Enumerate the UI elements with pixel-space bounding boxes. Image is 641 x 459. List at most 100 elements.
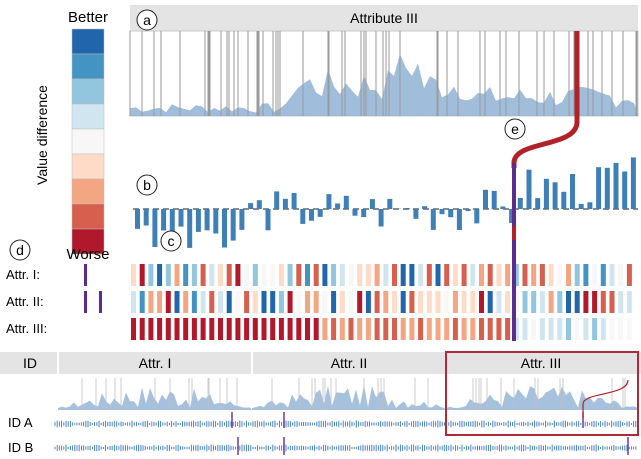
difference-bar bbox=[474, 209, 480, 224]
legend-swatch bbox=[71, 203, 105, 230]
heat-cell bbox=[566, 318, 571, 340]
heat-cell bbox=[157, 264, 163, 286]
heat-cell bbox=[183, 291, 189, 313]
overview-row-id-a[interactable]: ID A bbox=[8, 415, 33, 430]
heat-cell bbox=[626, 291, 632, 313]
heat-cell bbox=[287, 291, 293, 313]
heat-cell bbox=[461, 291, 467, 313]
heat-cell bbox=[278, 264, 284, 286]
heat-cell bbox=[487, 318, 493, 340]
svg-text:d: d bbox=[16, 242, 24, 258]
heat-cell bbox=[618, 264, 624, 286]
heat-cell bbox=[270, 318, 276, 340]
heat-cell bbox=[218, 318, 223, 340]
heat-cell bbox=[461, 318, 467, 340]
heat-cell bbox=[139, 264, 145, 286]
heat-cell bbox=[252, 291, 258, 313]
difference-bar bbox=[622, 171, 628, 209]
overview-column-attr-1[interactable]: Attr. I bbox=[139, 355, 172, 371]
overview-selection-frame[interactable] bbox=[445, 351, 639, 436]
svg-text:b: b bbox=[143, 177, 151, 193]
heat-cell bbox=[218, 291, 223, 313]
heat-cell bbox=[496, 318, 502, 340]
heat-cell bbox=[496, 291, 502, 313]
heat-cell bbox=[531, 291, 537, 313]
heat-cell bbox=[513, 291, 519, 313]
heat-cell bbox=[566, 291, 571, 313]
difference-bar bbox=[456, 209, 462, 230]
heat-cell bbox=[270, 291, 276, 313]
heat-cell bbox=[148, 318, 154, 340]
heat-cell bbox=[444, 318, 450, 340]
heat-cell bbox=[583, 291, 589, 313]
attr-row-label-3: Attr. III: bbox=[6, 321, 47, 336]
heat-cell bbox=[209, 318, 215, 340]
heat-cell bbox=[261, 318, 267, 340]
heat-cell bbox=[435, 318, 441, 340]
legend-swatch bbox=[71, 28, 105, 55]
overview-column-attr-3[interactable]: Attr. III bbox=[521, 355, 561, 371]
svg-text:a: a bbox=[143, 12, 151, 28]
heat-cell bbox=[539, 318, 545, 340]
difference-bar bbox=[213, 209, 219, 234]
heat-cell bbox=[392, 264, 397, 286]
heat-cell bbox=[183, 318, 189, 340]
heat-cell bbox=[148, 264, 154, 286]
heat-cell bbox=[305, 318, 310, 340]
heat-cell bbox=[296, 291, 302, 313]
heat-cell bbox=[392, 291, 397, 313]
difference-bar bbox=[578, 203, 584, 209]
heat-cell bbox=[426, 264, 432, 286]
heat-cell bbox=[131, 318, 136, 340]
difference-bar bbox=[378, 209, 384, 227]
callout-a: a bbox=[136, 9, 158, 31]
overview-panel: ID Attr. I Attr. II Attr. III ID A ID B bbox=[0, 351, 641, 455]
heat-cell bbox=[235, 264, 241, 286]
heat-cell bbox=[479, 291, 484, 313]
heat-cell bbox=[165, 291, 171, 313]
difference-bar bbox=[483, 189, 488, 209]
heat-cell bbox=[609, 291, 615, 313]
heat-cell bbox=[583, 264, 589, 286]
overview-row-id-b[interactable]: ID B bbox=[8, 440, 33, 455]
heat-cell bbox=[592, 318, 598, 340]
heat-cell bbox=[609, 264, 615, 286]
callout-d: d bbox=[9, 239, 31, 261]
heat-cell bbox=[365, 318, 371, 340]
heat-cell bbox=[374, 264, 380, 286]
heat-cell bbox=[418, 264, 424, 286]
heat-cell bbox=[574, 291, 580, 313]
heat-cell bbox=[435, 291, 441, 313]
heat-cell bbox=[452, 264, 458, 286]
difference-bar bbox=[430, 209, 436, 230]
value-area-chart bbox=[130, 53, 638, 116]
heat-cell bbox=[557, 264, 563, 286]
heat-cell bbox=[400, 291, 406, 313]
heat-cell bbox=[470, 264, 476, 286]
legend-worse-label: Worse bbox=[66, 246, 109, 263]
selected-column-highlight bbox=[512, 226, 516, 240]
heat-cell bbox=[522, 318, 528, 340]
overview-column-attr-2[interactable]: Attr. II bbox=[331, 355, 368, 371]
heat-cell bbox=[331, 264, 337, 286]
heat-cell bbox=[261, 291, 267, 313]
heat-cell bbox=[131, 291, 136, 313]
heat-cell bbox=[157, 318, 163, 340]
heat-cell bbox=[452, 318, 458, 340]
attr-2-selection-mark-a bbox=[84, 291, 87, 313]
heat-cell bbox=[357, 264, 363, 286]
difference-bar bbox=[274, 191, 280, 209]
heat-cell bbox=[531, 318, 537, 340]
heat-cell bbox=[470, 291, 476, 313]
difference-bar-chart bbox=[133, 157, 638, 248]
heat-cell bbox=[322, 264, 328, 286]
difference-bar bbox=[465, 209, 471, 212]
difference-bar bbox=[135, 209, 140, 229]
heat-cell bbox=[270, 264, 276, 286]
heat-cell bbox=[409, 291, 415, 313]
difference-bar bbox=[343, 195, 349, 209]
difference-bar bbox=[204, 209, 210, 231]
heat-cell bbox=[418, 291, 424, 313]
heat-cell bbox=[278, 291, 284, 313]
heat-cell bbox=[522, 291, 528, 313]
